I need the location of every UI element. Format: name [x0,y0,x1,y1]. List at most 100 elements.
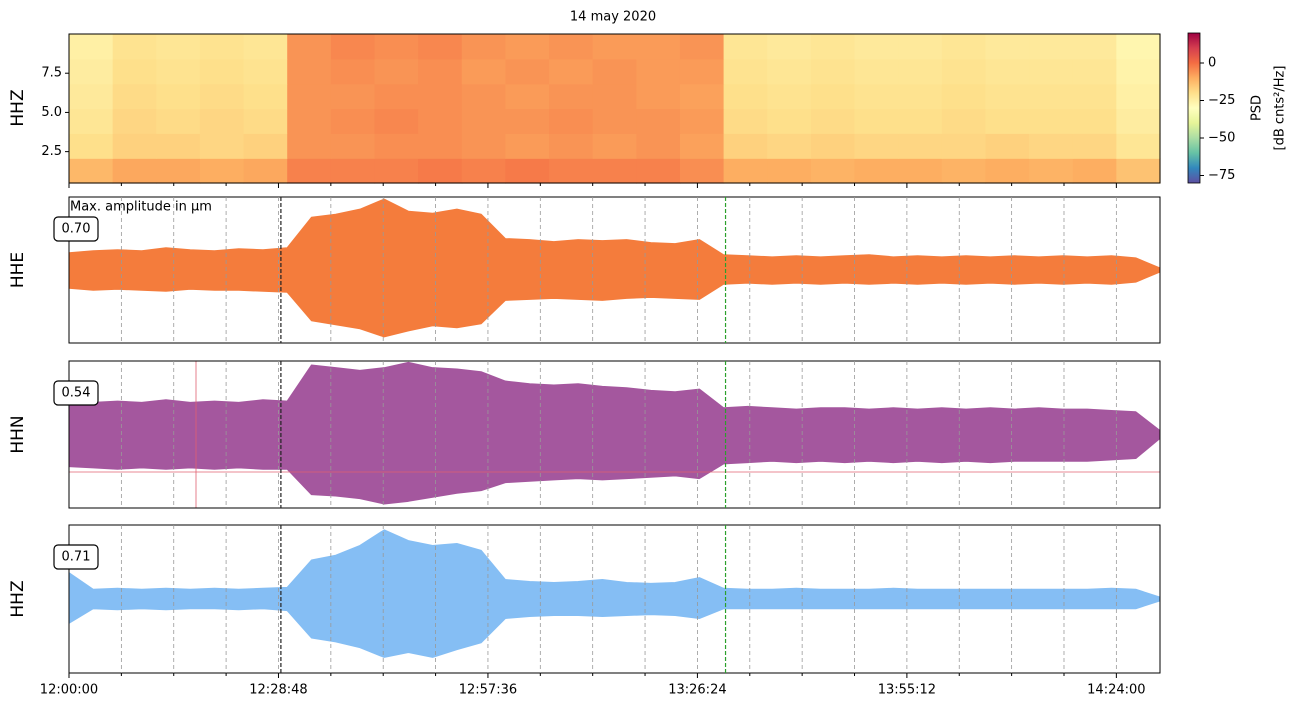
spectrogram-cell [330,83,376,110]
spectrogram-cell [69,158,114,184]
spectrogram-cell [767,83,812,110]
spectrogram-cell [461,34,506,60]
spectrogram-cell [287,83,332,110]
spectrogram-cell [374,58,419,85]
spectrogram-cell [549,58,594,85]
spectrogram-cell [69,58,114,85]
spectrogram-cell [1029,83,1074,110]
spectrogram-cell [112,108,157,134]
spectrogram-cell [810,58,856,85]
spectrogram-cell [636,133,681,159]
spectrogram-cell [330,158,376,184]
spectrogram-cell [1116,58,1161,85]
spectrogram-cell [156,108,201,134]
spectrogram-cell [418,133,463,159]
spectrogram-cell [199,133,245,159]
x-tick-label: 13:55:12 [878,683,936,698]
spectrogram-cell [679,158,725,184]
spectrogram-cell [1029,34,1074,60]
spectrogram-cell [418,58,463,85]
y-tick-label: 7.5 [41,66,62,81]
spectrogram-cell [592,83,637,110]
spectrogram-cell [199,158,245,184]
spectrogram-cell [898,34,943,60]
annotation-layer: 2.5 5.0 7.5 HHZ 0 −25 −50 −75 12:00:00 12:28:48 12… [8,56,1235,698]
axes-frame [68,33,1161,184]
spectrogram-cell [723,34,768,60]
spectrogram-cell [636,158,681,184]
spectrogram-cell [679,108,725,134]
spectrogram-cell [549,158,594,184]
spectrogram-cell [941,58,987,85]
spectrogram-cell [1072,158,1117,184]
spectrogram-cell [898,108,943,134]
spectrogram-cell [374,34,419,60]
spectrogram-cell [592,108,637,134]
spectrogram-cell [243,83,288,110]
spectrogram-cell [330,34,376,60]
spectrogram-cell [287,133,332,159]
colorbar-tick-label: −75 [1208,168,1235,183]
spectrogram-cell [156,83,201,110]
spectrogram-cell [1116,34,1161,60]
spectrogram-cell [374,83,419,110]
spectrogram-cell [723,133,768,159]
spectrogram-cell [69,34,114,60]
spectrogram-cell [636,34,681,60]
spectrogram-cell [592,58,637,85]
channel-label: HHN [8,415,28,453]
colorbar-tick-label: −50 [1208,131,1235,146]
spectrogram-cell [156,58,201,85]
waveform-envelope [68,529,1161,658]
spectrogram-cell [156,133,201,159]
spectrogram-cell [199,108,245,134]
waveform-envelope [68,361,1161,505]
spectrogram-cell [505,83,550,110]
amplitude-box [53,380,99,406]
max-amplitude: 0.71 [62,550,91,565]
channel-label: HHE [8,252,28,288]
spectrogram-cell [287,34,332,60]
spectrogram-cell [854,158,899,184]
spectrogram-cell [1072,108,1117,134]
spectrogram-cell [374,108,419,134]
spectrogram-cell [985,58,1030,85]
spectrogram-cell [898,58,943,85]
x-tick-label: 12:00:00 [40,683,98,698]
spectrogram-cell [199,83,245,110]
spectrogram-cell [985,133,1030,159]
spectrogram-cell [1116,83,1161,110]
spectrogram-cell [505,158,550,184]
spectrogram-cell [505,34,550,60]
spectrogram-cell [243,158,288,184]
spectrogram-cell [1116,108,1161,134]
colorbar-tick-label: −25 [1208,93,1235,108]
data-layer [68,34,1161,658]
spectrogram-cell [679,83,725,110]
spectrogram-cell [112,158,157,184]
spectrogram-cell [112,133,157,159]
x-tick-label: 14:24:00 [1087,683,1145,698]
spectrogram-cell [854,133,899,159]
chart-title: 14 may 2020 [570,10,656,25]
spectrogram-cell [505,58,550,85]
spectrogram-cell [112,58,157,85]
spectrogram-cell [723,108,768,134]
spectrogram-cell [854,34,899,60]
spectrogram-cell [156,34,201,60]
spectrogram-cell [1072,133,1117,159]
spectrogram-cell [69,83,114,110]
colorbar-label: [dB cnts²/Hz] [1273,66,1288,151]
spectrogram-cell [418,34,463,60]
spectrogram-cell [810,108,856,134]
spectrogram-cell [985,158,1030,184]
channel-label: HHZ [8,89,28,126]
spectrogram-cell [898,133,943,159]
spectrogram-cell [1072,34,1117,60]
spectrogram-cell [854,108,899,134]
spectrogram-cell [505,108,550,134]
spectrogram-cell [69,108,114,134]
spectrogram-cell [287,58,332,85]
spectrogram-cell [636,83,681,110]
